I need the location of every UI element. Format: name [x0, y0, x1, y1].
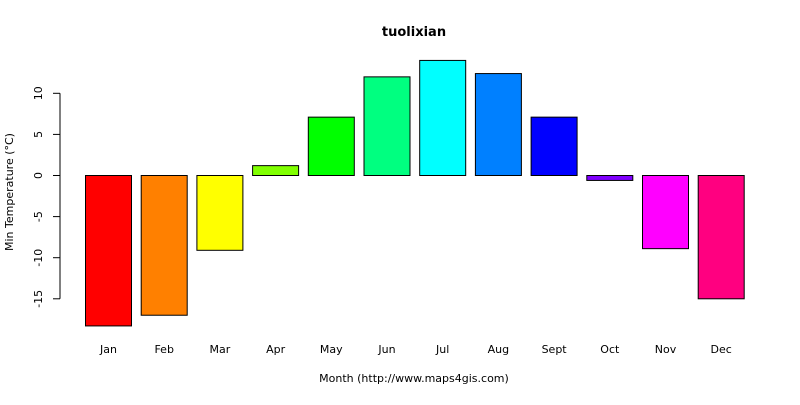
x-tick-labels: Jan Feb Mar Apr May Jun Jul Aug Sept Oct Nov Dec: [99, 343, 732, 356]
x-tick-label-dec: Dec: [711, 343, 732, 356]
y-tick-label: 0: [32, 172, 45, 179]
chart-title: tuolixian: [382, 25, 446, 40]
y-axis-label: Min Temperature (°C): [3, 133, 16, 251]
x-tick-label-mar: Mar: [210, 343, 231, 356]
x-tick-label-jan: Jan: [99, 343, 117, 356]
y-tick-label: -5: [32, 211, 45, 222]
x-axis-label: Month (http://www.maps4gis.com): [319, 372, 509, 385]
x-tick-label-may: May: [320, 343, 343, 356]
x-tick-label-nov: Nov: [655, 343, 677, 356]
x-tick-label-oct: Oct: [600, 343, 620, 356]
x-tick-label-jun: Jun: [377, 343, 395, 356]
y-tick-label: -15: [32, 290, 45, 308]
bar-mar: [196, 175, 244, 251]
y-axis: -15 -10 -5 0 5 10: [32, 86, 61, 308]
bar-feb: [140, 175, 188, 316]
x-tick-label-sept: Sept: [542, 343, 568, 356]
y-tick-label: -10: [32, 249, 45, 267]
x-tick-label-feb: Feb: [154, 343, 173, 356]
y-tick-label: 5: [32, 131, 45, 138]
x-tick-label-aug: Aug: [488, 343, 509, 356]
y-tick-label: 10: [32, 86, 45, 100]
bar-dec: [697, 175, 745, 300]
bar-oct: [586, 175, 634, 181]
bar-nov: [642, 175, 689, 250]
x-tick-label-apr: Apr: [266, 343, 286, 356]
bar-may: [307, 116, 355, 176]
bar-jan: [85, 175, 132, 327]
bar-jul: [419, 59, 467, 176]
bar-apr: [252, 165, 300, 177]
x-tick-label-jul: Jul: [435, 343, 449, 356]
bar-sept: [530, 116, 578, 176]
bar-jun: [363, 76, 411, 176]
bar-aug: [474, 73, 522, 176]
bars-group: [85, 59, 745, 327]
